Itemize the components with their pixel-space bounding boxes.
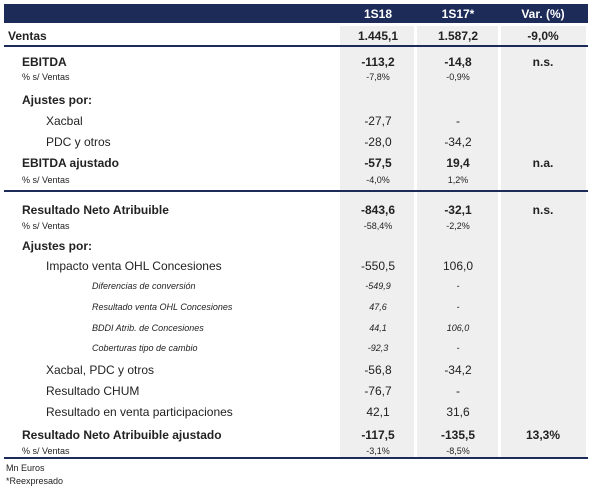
cell-value: 106,0 — [446, 323, 470, 333]
cell-value: -843,6 — [360, 203, 396, 217]
header-cell: Var. (%) — [521, 7, 565, 21]
cell-value: -550,5 — [360, 259, 396, 273]
row-label: Resultado Neto Atribuible — [22, 203, 169, 217]
header-cell: 1S17* — [441, 7, 475, 21]
row-label: Ajustes por: — [22, 93, 93, 107]
header-bar — [4, 4, 588, 23]
cell-value: - — [456, 343, 460, 353]
cell-value: 44,1 — [369, 323, 387, 333]
cell-value: n.s. — [532, 203, 554, 217]
row-label: Resultado Neto Atribuible ajustado — [22, 428, 222, 442]
note: *Reexpresado — [6, 476, 64, 486]
cell-value: n.a. — [532, 156, 554, 170]
cell-value: -32,1 — [444, 203, 472, 217]
cell-value: -58,4% — [363, 221, 393, 231]
row-label: Ajustes por: — [22, 239, 93, 253]
row-label: Resultado venta OHL Concesiones — [92, 302, 233, 312]
row-label: Xacbal, PDC y otros — [46, 363, 155, 377]
cell-value: 42,1 — [366, 405, 390, 419]
row-label: % s/ Ventas — [22, 221, 70, 231]
cell-value: -7,8% — [366, 72, 390, 82]
row-label: Ventas — [8, 29, 47, 43]
rule — [4, 45, 588, 47]
cell-value: - — [456, 384, 460, 398]
row-label: % s/ Ventas — [22, 72, 70, 82]
cell-value: 47,6 — [369, 302, 387, 312]
cell-value: -28,0 — [364, 135, 392, 149]
cell-value: -92,3 — [367, 343, 389, 353]
cell-value: -8,5% — [446, 446, 470, 456]
cell-value: -113,2 — [361, 55, 395, 69]
cell-value: -76,7 — [364, 384, 392, 398]
cell-value: -549,9 — [365, 281, 391, 291]
cell-value: -34,2 — [444, 135, 472, 149]
cell-value: 19,4 — [446, 156, 470, 170]
cell-value: n.s. — [532, 55, 554, 69]
row-label: PDC y otros — [46, 135, 111, 149]
cell-value: -117,5 — [361, 428, 395, 442]
row-label: % s/ Ventas — [22, 446, 70, 456]
column-band — [417, 26, 498, 457]
row-label: Diferencias de conversión — [92, 281, 196, 291]
rule — [4, 457, 588, 459]
cell-value: -135,5 — [440, 428, 476, 442]
row-label: EBITDA — [22, 55, 67, 69]
cell-value: - — [456, 281, 460, 291]
cell-value: -34,2 — [444, 363, 472, 377]
cell-value: -0,9% — [446, 72, 470, 82]
row-label: Resultado CHUM — [46, 384, 140, 398]
cell-value: 1.587,2 — [437, 29, 479, 43]
column-band — [340, 26, 414, 457]
row-label: Impacto venta OHL Concesiones — [46, 259, 222, 273]
row-label: EBITDA ajustado — [22, 156, 119, 170]
cell-value: -57,5 — [364, 156, 392, 170]
header-cell: 1S18 — [363, 7, 393, 21]
rule — [4, 190, 588, 192]
cell-value: -3,1% — [366, 446, 390, 456]
row-label: Coberturas tipo de cambio — [92, 343, 198, 353]
cell-value: -4,0% — [366, 175, 390, 185]
cell-value: -14,8 — [444, 55, 472, 69]
cell-value: 106,0 — [442, 259, 474, 273]
cell-value: -27,7 — [364, 114, 392, 128]
cell-value: - — [456, 114, 460, 128]
row-label: % s/ Ventas — [22, 175, 70, 185]
row-label: Xacbal — [46, 114, 83, 128]
cell-value: - — [456, 302, 460, 312]
cell-value: 1,2% — [447, 175, 469, 185]
note: Mn Euros — [6, 463, 45, 473]
column-band — [501, 26, 586, 457]
cell-value: -56,8 — [364, 363, 392, 377]
cell-value: 13,3% — [525, 428, 561, 442]
cell-value: 1.445,1 — [357, 29, 399, 43]
row-label: BDDI Atrib. de Concesiones — [92, 323, 204, 333]
cell-value: -9,0% — [527, 29, 559, 43]
cell-value: 31,6 — [446, 405, 470, 419]
cell-value: -2,2% — [446, 221, 470, 231]
row-label: Resultado en venta participaciones — [46, 405, 233, 419]
